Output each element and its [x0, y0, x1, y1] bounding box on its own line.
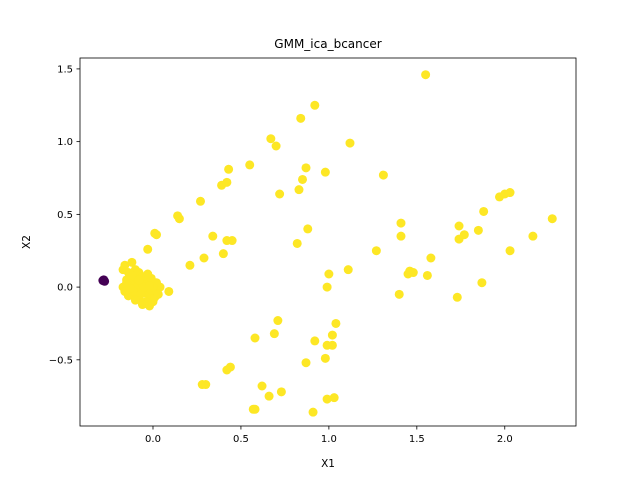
data-point-cluster-1	[301, 358, 311, 368]
data-point-cluster-1	[320, 353, 330, 363]
y-tick-label: 1.5	[57, 64, 73, 75]
data-point-cluster-1	[266, 134, 276, 144]
data-point-cluster-1	[195, 196, 205, 206]
data-point-cluster-1	[329, 393, 339, 403]
data-point-cluster-1	[403, 269, 413, 279]
data-point-cluster-1	[208, 231, 218, 241]
data-point-cluster-1	[120, 260, 130, 270]
data-point-cluster-1	[331, 318, 341, 328]
x-tick-label: 2.0	[497, 434, 513, 445]
data-point-cluster-1	[271, 141, 281, 151]
data-point-cluster-1	[153, 289, 163, 299]
data-point-cluster-1	[396, 231, 406, 241]
data-point-cluster-1	[296, 113, 306, 123]
x-axis-label: X1	[321, 458, 335, 470]
x-tick-label: 0.5	[233, 434, 249, 445]
data-point-cluster-1	[310, 100, 320, 110]
data-point-cluster-1	[143, 244, 153, 254]
data-point-cluster-1	[303, 224, 313, 234]
data-point-cluster-1	[224, 164, 234, 174]
y-tick-label: −0.5	[49, 355, 73, 366]
data-point-cluster-1	[127, 257, 137, 267]
data-point-cluster-1	[477, 278, 487, 288]
data-point-cluster-1	[127, 270, 137, 280]
data-point-cluster-1	[473, 225, 483, 235]
data-point-cluster-1	[250, 333, 260, 343]
data-point-cluster-1	[130, 295, 140, 305]
data-point-cluster-1	[143, 269, 153, 279]
data-point-cluster-1	[201, 380, 211, 390]
data-point-cluster-1	[327, 340, 337, 350]
x-tick-label: 1.5	[409, 434, 425, 445]
data-point-cluster-1	[378, 170, 388, 180]
data-point-cluster-1	[308, 407, 318, 417]
data-point-cluster-1	[245, 160, 255, 170]
data-point-cluster-1	[505, 246, 515, 256]
data-point-cluster-1	[264, 391, 274, 401]
data-point-cluster-1	[345, 138, 355, 148]
data-point-cluster-1	[275, 189, 285, 199]
data-point-cluster-1	[134, 275, 144, 285]
data-point-cluster-1	[144, 281, 154, 291]
data-point-cluster-1	[426, 253, 436, 263]
plot-frame	[79, 57, 577, 427]
y-axis-label: X2	[21, 235, 33, 249]
data-point-cluster-1	[371, 246, 381, 256]
data-point-cluster-1	[394, 289, 404, 299]
data-point-cluster-1	[479, 206, 489, 216]
data-point-cluster-1	[298, 174, 307, 184]
y-tick-label: 0.0	[57, 283, 73, 294]
data-point-cluster-1	[547, 214, 557, 224]
data-point-cluster-1	[320, 167, 330, 177]
data-point-cluster-1	[227, 236, 237, 246]
data-point-cluster-1	[276, 387, 286, 397]
x-tick-label: 1.0	[321, 434, 337, 445]
data-point-cluster-1	[199, 253, 209, 263]
data-point-cluster-1	[222, 365, 232, 375]
data-point-cluster-1	[301, 163, 311, 173]
data-point-cluster-0	[100, 276, 110, 286]
data-point-cluster-1	[269, 329, 279, 339]
data-point-cluster-1	[324, 269, 334, 279]
data-point-cluster-1	[222, 177, 232, 187]
data-point-cluster-1	[343, 265, 353, 275]
data-point-cluster-1	[454, 234, 464, 244]
x-tick-label: 0.0	[145, 434, 161, 445]
data-point-cluster-1	[136, 289, 146, 299]
data-point-cluster-1	[218, 249, 228, 259]
data-point-cluster-1	[185, 260, 195, 270]
data-point-cluster-1	[174, 214, 184, 224]
chart-title: GMM_ica_bcancer	[274, 37, 381, 51]
data-point-cluster-1	[422, 270, 432, 280]
x-axis: 0.0 0.5 1.0 1.5 2.0	[145, 426, 513, 445]
data-point-cluster-1	[500, 189, 510, 199]
data-point-cluster-1	[421, 70, 431, 80]
data-point-cluster-1	[396, 218, 406, 228]
y-tick-label: 1.0	[57, 137, 73, 148]
data-point-cluster-1	[327, 330, 337, 340]
data-point-cluster-1	[273, 316, 283, 326]
data-point-cluster-1	[322, 282, 332, 292]
y-tick-label: 0.5	[57, 210, 73, 221]
data-point-cluster-1	[322, 394, 332, 404]
data-point-cluster-1	[452, 292, 462, 302]
points-layer	[98, 70, 557, 417]
data-point-cluster-1	[310, 336, 320, 346]
data-point-cluster-1	[454, 221, 464, 231]
data-point-cluster-1	[164, 286, 174, 296]
data-point-cluster-1	[257, 381, 267, 391]
data-point-cluster-1	[528, 231, 538, 241]
data-point-cluster-1	[152, 230, 162, 240]
data-point-cluster-1	[250, 404, 260, 414]
data-point-cluster-1	[294, 185, 304, 195]
data-point-cluster-1	[137, 300, 147, 310]
data-point-cluster-1	[292, 238, 302, 248]
data-point-cluster-1	[125, 284, 135, 294]
y-axis: −0.5 0.0 0.5 1.0 1.5	[49, 64, 80, 366]
